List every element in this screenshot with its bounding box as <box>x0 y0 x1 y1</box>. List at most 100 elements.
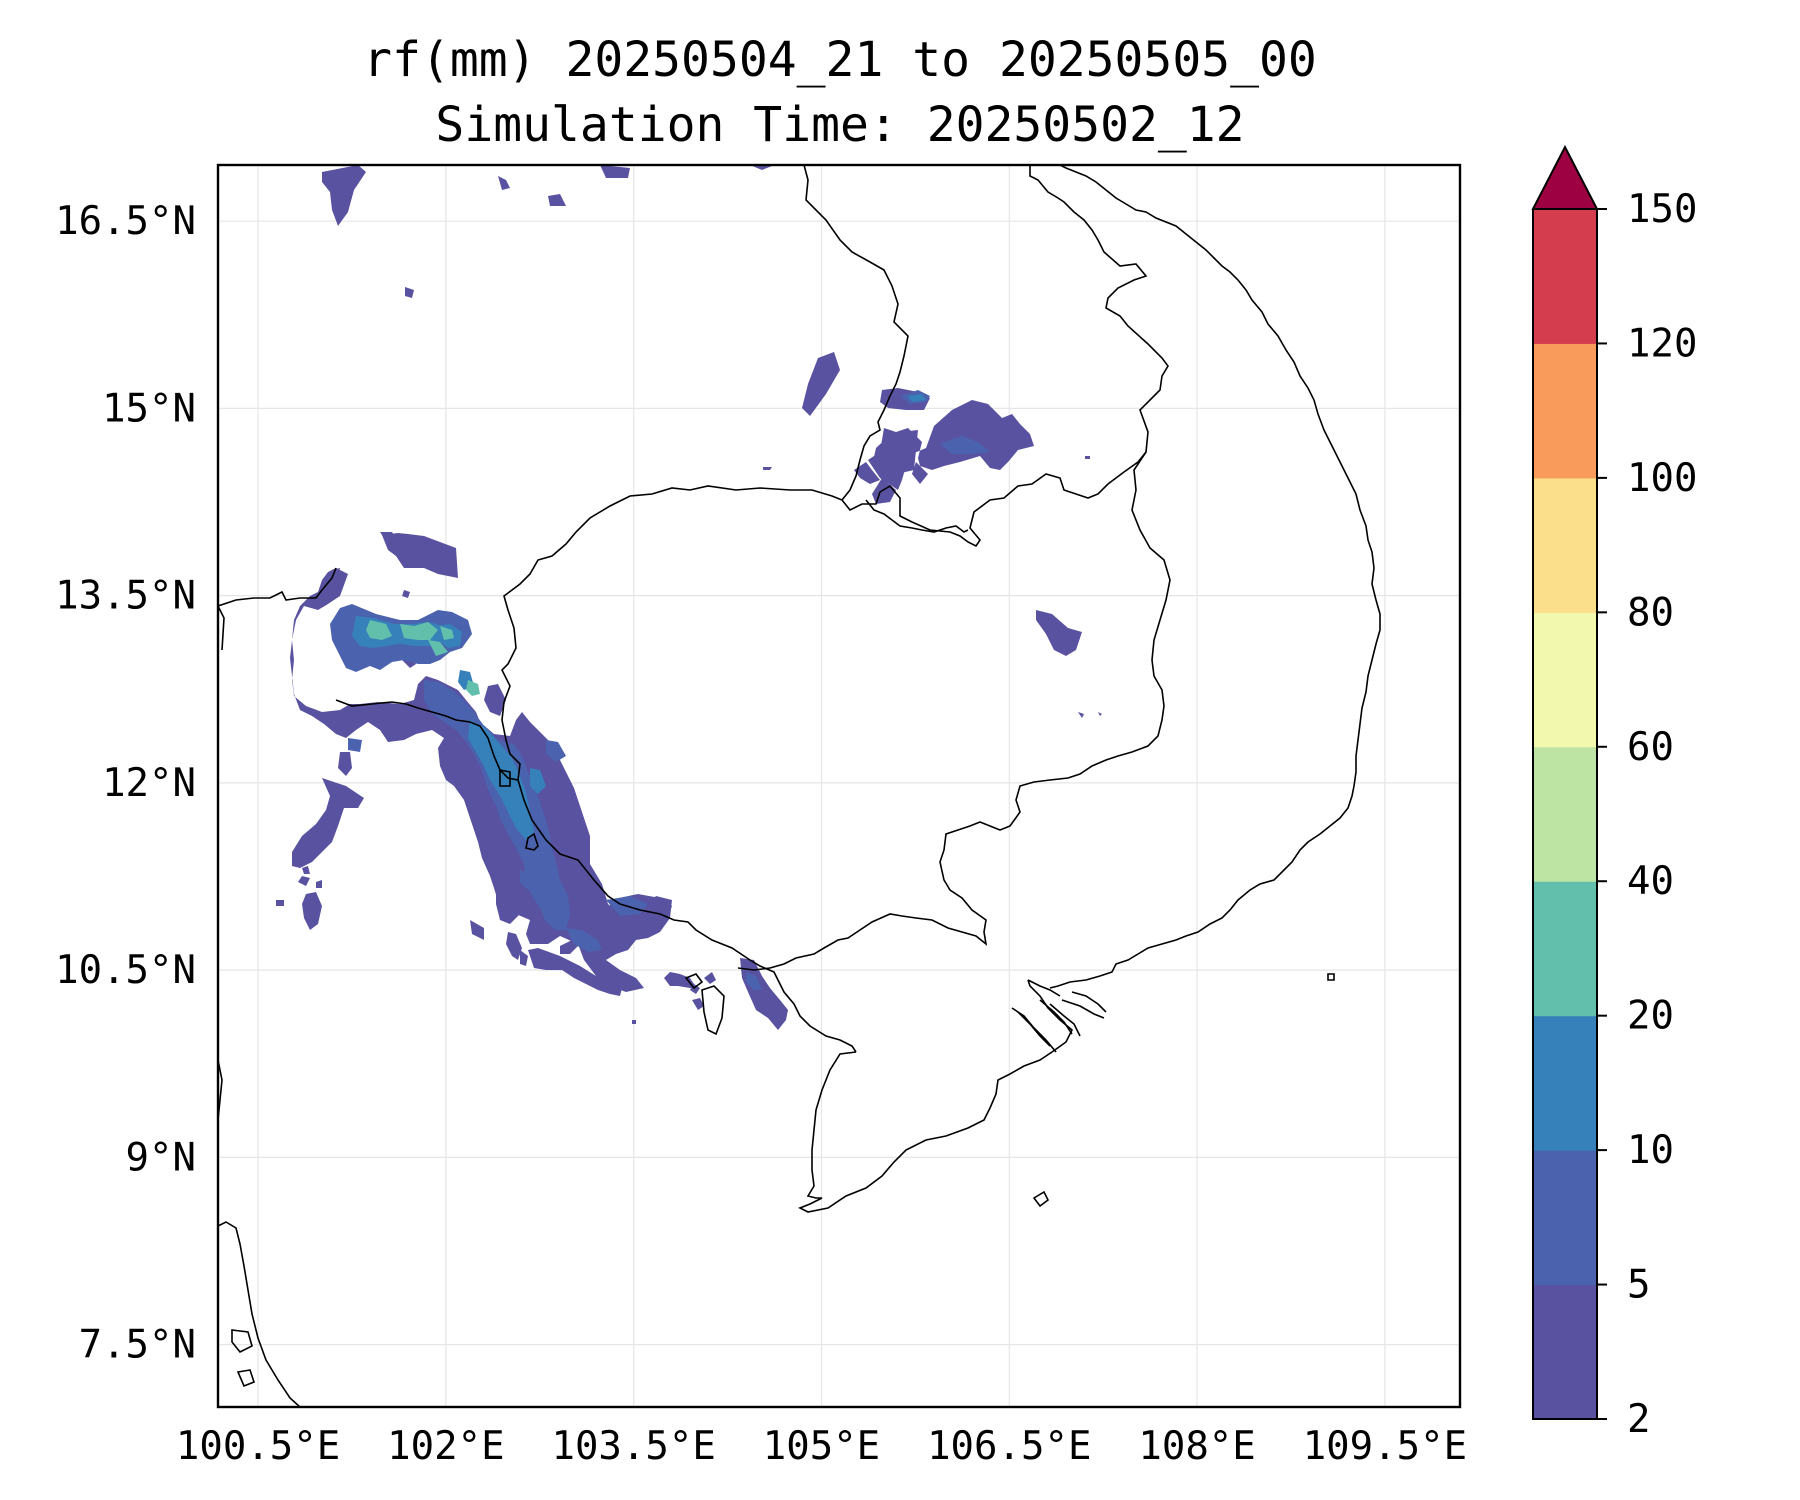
colorbar-tick-label: 20 <box>1627 994 1674 1039</box>
island-coastline <box>1327 973 1335 981</box>
colorbar-segment <box>1533 343 1597 479</box>
rain-area <box>1036 610 1082 656</box>
coastline <box>1011 1007 1057 1053</box>
lat-tick-label: 12°N <box>102 761 196 806</box>
rain-area <box>468 720 534 840</box>
rain-area <box>400 622 438 640</box>
rain-area <box>632 1020 636 1024</box>
lon-tick-label: 108°E <box>1138 1424 1255 1469</box>
colorbar-tick-label: 2 <box>1627 1397 1650 1442</box>
rain-area <box>402 590 410 598</box>
coastline <box>517 779 857 1053</box>
coastline <box>218 1221 301 1407</box>
rain-area <box>854 462 880 484</box>
rain-area <box>664 972 698 990</box>
latitude-axis: 16.5°N 15°N 13.5°N 12°N 10.5°N 9°N 7.5°N <box>55 199 196 1367</box>
rain-area <box>600 165 630 178</box>
rain-area <box>1078 712 1084 718</box>
colorbar-segment <box>1533 612 1597 748</box>
colorbar-segment <box>1533 209 1597 344</box>
colorbar-tick-label: 80 <box>1627 590 1674 635</box>
island-coastline <box>1032 1190 1050 1208</box>
coastline <box>1049 975 1101 989</box>
lat-tick-label: 13.5°N <box>55 574 196 619</box>
rainfall-contours <box>276 165 1102 1030</box>
rain-area <box>908 394 926 402</box>
coastline <box>1059 165 1381 977</box>
rain-area <box>366 620 392 640</box>
island-coastline <box>701 985 725 1036</box>
rain-area <box>484 684 506 716</box>
colorbar-segment <box>1533 881 1597 1017</box>
colorbar-frame <box>1532 209 1598 1420</box>
lat-tick-label: 10.5°N <box>55 948 196 993</box>
rain-area <box>380 532 396 538</box>
rain-area <box>424 680 570 930</box>
coastline <box>798 979 1073 1213</box>
rain-area <box>506 932 522 960</box>
country-border <box>737 451 1171 971</box>
colorbar-tick-label: 100 <box>1627 456 1697 501</box>
lat-tick-label: 16.5°N <box>55 199 196 244</box>
colorbar: 2 5 10 20 40 60 80 100 120 150 <box>1531 144 1697 1442</box>
island-coastline <box>499 769 511 787</box>
lon-tick-label: 106.5°E <box>927 1424 1091 1469</box>
rain-area <box>746 972 762 990</box>
rain-area <box>692 998 704 1010</box>
lon-tick-label: 102°E <box>387 1424 504 1469</box>
island-coastline <box>236 1369 255 1388</box>
rain-area <box>872 430 918 476</box>
coastlines-borders <box>218 165 1381 1407</box>
rain-area <box>466 680 480 696</box>
rain-area <box>302 866 310 874</box>
rain-area <box>276 900 284 906</box>
map-title-line-1: rf(mm) 20250504_21 to 20250505_00 <box>363 32 1317 88</box>
island-coastline <box>684 973 704 990</box>
rain-area <box>498 176 510 190</box>
rain-area <box>520 870 540 890</box>
colorbar-tick-label: 60 <box>1627 725 1674 770</box>
island-coastline <box>525 832 539 851</box>
island-coastline <box>231 1329 253 1354</box>
lat-tick-label: 9°N <box>126 1135 196 1180</box>
lat-tick-label: 7.5°N <box>79 1323 196 1368</box>
rain-area <box>912 462 928 484</box>
rain-area <box>1098 712 1102 716</box>
rain-area <box>763 467 772 470</box>
rain-area <box>302 892 322 930</box>
colorbar-tick-label: 150 <box>1627 187 1697 232</box>
rain-area <box>530 768 546 794</box>
rain-area <box>290 568 672 992</box>
rain-area <box>338 752 352 776</box>
coastline <box>1039 999 1073 1035</box>
gridlines <box>218 165 1460 1407</box>
rain-area <box>704 972 716 984</box>
rain-area <box>298 876 310 886</box>
colorbar-tick-label: 10 <box>1627 1128 1674 1173</box>
rain-area <box>440 626 454 640</box>
colorbar-extend-arrow <box>1531 144 1599 210</box>
coastline <box>1071 991 1107 1013</box>
coastline <box>1061 999 1105 1019</box>
colorbar-tick-label: 5 <box>1627 1263 1650 1308</box>
colorbar-segment <box>1533 1284 1597 1420</box>
colorbar-tick-label: 40 <box>1627 859 1674 904</box>
country-border <box>803 165 909 501</box>
rain-area <box>470 920 484 940</box>
rain-area <box>546 740 566 762</box>
coastline <box>1049 1003 1081 1037</box>
rain-area <box>322 165 366 226</box>
coastline <box>1027 979 1061 997</box>
lon-tick-label: 100.5°E <box>176 1424 340 1469</box>
rain-area <box>316 880 322 888</box>
rain-area <box>750 165 772 170</box>
lon-tick-label: 103.5°E <box>551 1424 715 1469</box>
colorbar-segment <box>1533 1150 1597 1286</box>
rain-area <box>292 778 364 868</box>
lon-tick-label: 105°E <box>763 1424 880 1469</box>
rain-area <box>534 950 540 962</box>
lat-tick-label: 15°N <box>102 386 196 431</box>
rain-area <box>382 533 458 578</box>
longitude-axis: 100.5°E 102°E 103.5°E 105°E 106.5°E 108°E 109.… <box>176 1424 1467 1469</box>
